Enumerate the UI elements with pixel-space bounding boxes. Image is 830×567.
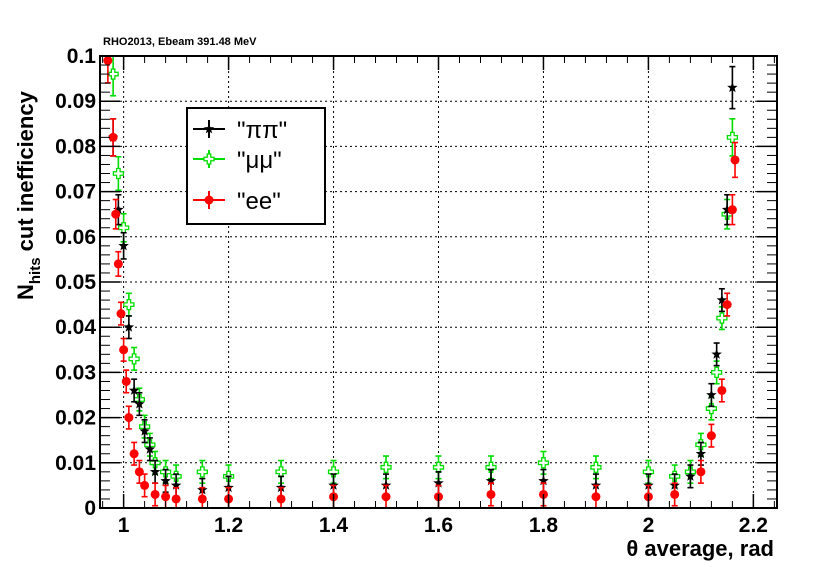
- x-tick-label: 1.4: [319, 514, 349, 537]
- data-point: [670, 489, 680, 499]
- data-point: [118, 240, 129, 251]
- data-point: [139, 425, 150, 436]
- series-0: [107, 65, 738, 503]
- data-point: [685, 470, 696, 481]
- y-tick-label: 0.06: [55, 226, 96, 249]
- chart-title: RHO2013, Ebeam 391.48 MeV: [103, 36, 257, 48]
- data-point: [196, 466, 208, 478]
- data-point: [108, 132, 118, 142]
- data-point: [716, 294, 728, 305]
- legend-marker: [203, 123, 215, 134]
- y-tick-label: 0.01: [55, 452, 96, 475]
- y-tick-label: 0.07: [55, 181, 96, 204]
- data-point: [111, 209, 121, 219]
- y-axis-title-rest: cut inefficiency: [13, 90, 38, 257]
- y-tick-label: 0.02: [55, 407, 96, 430]
- data-point: [134, 467, 144, 477]
- y-axis-title-main: N: [13, 284, 38, 300]
- axis-ticks: [100, 55, 777, 509]
- data-point: [717, 385, 727, 395]
- legend-label: "ee": [237, 188, 281, 215]
- data-point: [170, 479, 182, 490]
- data-point: [116, 309, 126, 319]
- data-point: [538, 475, 549, 486]
- data-point: [113, 259, 123, 269]
- data-point: [716, 312, 728, 324]
- data-point: [327, 466, 340, 478]
- data-point: [103, 56, 113, 66]
- data-point: [730, 155, 740, 165]
- y-tick-label: 0.03: [55, 361, 96, 384]
- data-point: [727, 82, 738, 93]
- data-point: [144, 443, 156, 454]
- data-point: [706, 389, 717, 400]
- data-point: [727, 205, 737, 215]
- legend: "ππ" "μμ" "ee": [186, 107, 326, 225]
- data-point: [381, 492, 391, 502]
- data-point: [485, 475, 497, 486]
- data-point: [121, 376, 131, 386]
- x-tick-label: 1.2: [214, 514, 243, 537]
- y-axis-title-subscript: hits: [27, 257, 44, 284]
- data-point: [433, 477, 444, 488]
- data-point: [150, 489, 160, 499]
- legend-marker: [203, 153, 215, 165]
- data-point: [149, 466, 161, 477]
- data-point: [706, 431, 716, 441]
- data-point: [197, 494, 207, 504]
- data-point: [695, 448, 707, 459]
- data-point: [642, 466, 655, 478]
- axis-tick-labels: 1 1.2 1.4 1.6 1.8 2 2.2 0 0.01 0.02 0.03 0.04 0.05 0.…: [55, 45, 768, 537]
- x-tick-label: 1.8: [529, 514, 559, 537]
- y-axis-title: Nhits cut inefficiency: [13, 90, 44, 300]
- data-point: [485, 461, 497, 473]
- data-point: [119, 345, 129, 355]
- data-point: [134, 398, 145, 409]
- data-point: [537, 457, 550, 469]
- data-series: [103, 55, 740, 509]
- data-point: [721, 204, 733, 215]
- x-tick-label: 2.2: [739, 514, 768, 537]
- data-point: [161, 492, 171, 502]
- data-point: [129, 449, 139, 459]
- data-point: [711, 348, 722, 359]
- x-axis-title: θ average, rad: [626, 536, 774, 561]
- legend-marker: [204, 195, 214, 205]
- legend-label: "μμ": [237, 147, 282, 174]
- data-point: [160, 475, 171, 486]
- y-tick-label: 0.1: [67, 45, 97, 68]
- data-point: [710, 366, 723, 379]
- y-tick-label: 0.05: [55, 271, 96, 294]
- x-tick-label: 1: [118, 514, 130, 537]
- y-tick-label: 0: [84, 497, 96, 520]
- data-point: [128, 385, 140, 395]
- data-point: [124, 413, 134, 423]
- data-point: [380, 461, 392, 473]
- x-tick-label: 1.6: [424, 514, 453, 537]
- legend-label: "ππ": [237, 117, 287, 144]
- x-tick-label: 2: [643, 514, 655, 537]
- y-tick-label: 0.08: [55, 135, 96, 158]
- data-point: [123, 321, 135, 332]
- data-point: [696, 467, 706, 477]
- y-tick-label: 0.09: [55, 90, 96, 113]
- data-point: [486, 489, 496, 499]
- data-point: [590, 461, 602, 473]
- data-point: [128, 353, 140, 365]
- data-point: [722, 300, 732, 310]
- data-point: [112, 167, 125, 180]
- y-tick-label: 0.04: [55, 316, 96, 339]
- data-point: [140, 480, 150, 490]
- data-point: [276, 494, 286, 504]
- data-point: [171, 494, 181, 504]
- data-point: [591, 492, 601, 502]
- data-point: [113, 204, 124, 215]
